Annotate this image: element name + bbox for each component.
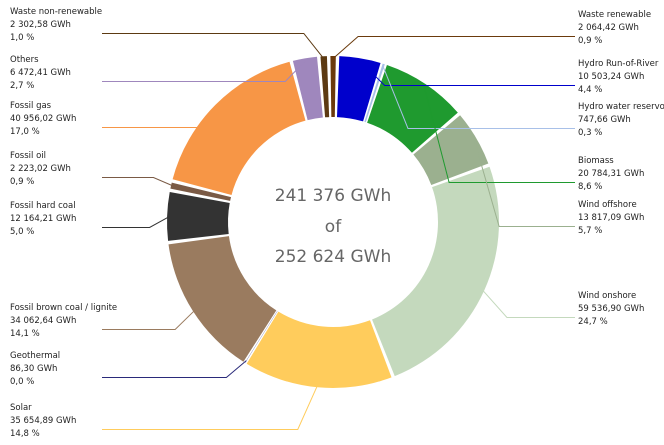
leader-wind-onshore	[481, 289, 575, 318]
leader-solar	[102, 384, 319, 430]
label-waste-renewable-name: Waste renewable	[578, 10, 651, 20]
label-wind-offshore-value-label: 13 817,09 GWh	[578, 213, 644, 223]
leader-wind-offshore	[473, 139, 575, 227]
label-fossil-brown-coal-lignite-name: Fossil brown coal / lignite	[10, 303, 117, 313]
label-hydro-run-of-river-name: Hydro Run-of-River	[578, 59, 659, 69]
slice-biomass[interactable]	[367, 65, 458, 153]
label-waste-renewable-percent-label: 0,9 %	[578, 36, 602, 46]
label-waste-non-renewable-value-label: 2 302,58 GWh	[10, 20, 71, 30]
donut-slices	[166, 56, 499, 388]
label-geothermal-name: Geothermal	[10, 351, 60, 361]
label-fossil-brown-coal-lignite-percent-label: 14,1 %	[10, 329, 40, 339]
leader-others	[102, 60, 306, 82]
leader-hydro-run-of-river	[359, 60, 575, 86]
leader-hydro-water-reservoir	[382, 66, 575, 129]
label-hydro-run-of-river-percent-label: 4,4 %	[578, 85, 602, 95]
label-fossil-hard-coal-value-label: 12 164,21 GWh	[10, 214, 76, 224]
label-hydro-run-of-river-value-label: 10 503,24 GWh	[578, 72, 644, 82]
label-waste-non-renewable-name: Waste non-renewable	[10, 7, 102, 17]
slice-hydro-run-of-river[interactable]	[336, 56, 381, 122]
label-geothermal-percent-label: 0,0 %	[10, 377, 34, 387]
slice-others[interactable]	[292, 56, 323, 121]
label-hydro-water-reservoir-percent-label: 0,3 %	[578, 128, 602, 138]
center-line-3: 252 624 GWh	[275, 247, 391, 267]
label-fossil-hard-coal-percent-label: 5,0 %	[10, 227, 34, 237]
center-line-1: 241 376 GWh	[275, 186, 391, 206]
label-fossil-oil-percent-label: 0,9 %	[10, 177, 34, 187]
label-waste-non-renewable-percent-label: 1,0 %	[10, 33, 34, 43]
label-others-value-label: 6 472,41 GWh	[10, 68, 71, 78]
leader-waste-renewable	[332, 36, 575, 59]
label-solar-value-label: 35 654,89 GWh	[10, 416, 76, 426]
slice-fossil-gas[interactable]	[172, 61, 306, 195]
slice-fossil-oil[interactable]	[170, 182, 231, 201]
label-others-percent-label: 2,7 %	[10, 81, 34, 91]
label-biomass-name: Biomass	[578, 156, 614, 166]
label-wind-onshore-name: Wind onshore	[578, 291, 636, 301]
label-wind-onshore-percent-label: 24,7 %	[578, 317, 608, 327]
leader-waste-non-renewable	[102, 33, 325, 60]
leader-fossil-oil	[102, 177, 174, 187]
label-others-name: Others	[10, 55, 39, 65]
label-wind-offshore-percent-label: 5,7 %	[578, 226, 602, 236]
leader-fossil-gas	[102, 106, 218, 128]
label-fossil-gas-value-label: 40 956,02 GWh	[10, 114, 76, 124]
slice-fossil-brown-coal-lignite[interactable]	[168, 236, 277, 362]
center-line-2: of	[325, 217, 342, 237]
slice-wind-onshore[interactable]	[372, 166, 499, 377]
label-biomass-value-label: 20 784,31 GWh	[578, 169, 644, 179]
leader-biomass	[423, 86, 575, 183]
slice-solar[interactable]	[246, 311, 392, 388]
slice-hydro-water-reservoir[interactable]	[364, 63, 385, 123]
slice-waste-non-renewable[interactable]	[320, 56, 330, 118]
center-label: 241 376 GWh of 252 624 GWh	[275, 186, 391, 267]
label-fossil-gas-name: Fossil gas	[10, 101, 52, 111]
leader-lines	[102, 33, 575, 430]
slice-labels: Waste renewable 2 064,42 GWh 0,9 % Hydro Ru…	[10, 7, 664, 439]
label-hydro-water-reservoir-value-label: 747,66 GWh	[578, 115, 631, 125]
label-solar-percent-label: 14,8 %	[10, 429, 40, 439]
label-waste-renewable-value-label: 2 064,42 GWh	[578, 23, 639, 33]
label-fossil-brown-coal-lignite-value-label: 34 062,64 GWh	[10, 316, 76, 326]
slice-fossil-hard-coal[interactable]	[166, 191, 230, 241]
label-wind-offshore-name: Wind offshore	[578, 200, 637, 210]
leader-fossil-hard-coal	[102, 216, 170, 228]
leader-geothermal	[102, 360, 247, 378]
label-geothermal-value-label: 86,30 GWh	[10, 364, 57, 374]
slice-wind-offshore[interactable]	[413, 115, 489, 185]
label-fossil-oil-name: Fossil oil	[10, 151, 46, 161]
slice-geothermal[interactable]	[244, 310, 278, 363]
label-biomass-percent-label: 8,6 %	[578, 182, 602, 192]
label-solar-name: Solar	[10, 403, 32, 413]
leader-fossil-brown-coal-lignite	[102, 309, 196, 330]
label-fossil-hard-coal-name: Fossil hard coal	[10, 201, 76, 211]
label-wind-onshore-value-label: 59 536,90 GWh	[578, 304, 644, 314]
label-fossil-gas-percent-label: 17,0 %	[10, 127, 40, 137]
label-hydro-water-reservoir-name: Hydro water reservoir	[578, 102, 664, 112]
label-fossil-oil-value-label: 2 223,02 GWh	[10, 164, 71, 174]
slice-waste-renewable[interactable]	[330, 56, 336, 118]
